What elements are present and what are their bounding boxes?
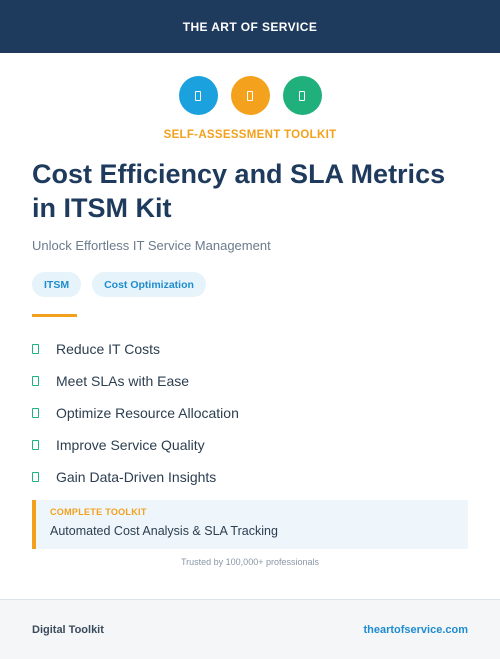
feature-text: Optimize Resource Allocation xyxy=(56,405,239,421)
feature-text: Gain Data-Driven Insights xyxy=(56,469,217,485)
trusted-note: Trusted by 100,000+ professionals xyxy=(180,557,319,567)
check-icon xyxy=(32,472,39,482)
check-icon xyxy=(32,376,39,386)
page-title: Cost Efficiency and SLA Metrics in ITSM … xyxy=(32,159,446,223)
document-icon xyxy=(178,76,218,115)
feature-text: Improve Service Quality xyxy=(56,437,205,453)
footer: Digital Toolkit theartofservice.com xyxy=(0,599,500,659)
callout-label: COMPLETE TOOLKIT xyxy=(50,507,147,517)
feature-list: Reduce IT Costs Meet SLAs with Ease Opti… xyxy=(32,333,239,493)
feature-text: Meet SLAs with Ease xyxy=(56,373,190,389)
top-banner: THE ART OF SERVICE xyxy=(0,0,500,53)
toolkit-callout: COMPLETE TOOLKIT Automated Cost Analysis… xyxy=(32,500,468,549)
list-item: Gain Data-Driven Insights xyxy=(32,461,239,493)
check-icon xyxy=(32,344,39,354)
document-icon xyxy=(282,76,322,115)
tag-itsm: ITSM xyxy=(32,272,82,297)
check-icon xyxy=(32,440,39,450)
subtitle: Unlock Effortless IT Service Management xyxy=(32,238,271,253)
accent-divider xyxy=(32,314,77,317)
check-icon xyxy=(32,408,39,418)
tag-cost-optimization: Cost Optimization xyxy=(92,272,206,297)
tag-list: ITSM Cost Optimization xyxy=(32,272,206,297)
callout-value: Automated Cost Analysis & SLA Tracking xyxy=(50,524,278,538)
document-icon xyxy=(230,76,270,115)
brand-name: THE ART OF SERVICE xyxy=(182,19,318,34)
list-item: Optimize Resource Allocation xyxy=(32,397,239,429)
kicker-label: SELF-ASSESSMENT TOOLKIT xyxy=(163,129,337,141)
feature-text: Reduce IT Costs xyxy=(56,341,161,357)
icon-row xyxy=(0,76,500,115)
list-item: Meet SLAs with Ease xyxy=(32,365,239,397)
website-link[interactable]: theartofservice.com xyxy=(363,623,468,636)
list-item: Reduce IT Costs xyxy=(32,333,239,365)
list-item: Improve Service Quality xyxy=(32,429,239,461)
footer-label: Digital Toolkit xyxy=(32,623,104,636)
